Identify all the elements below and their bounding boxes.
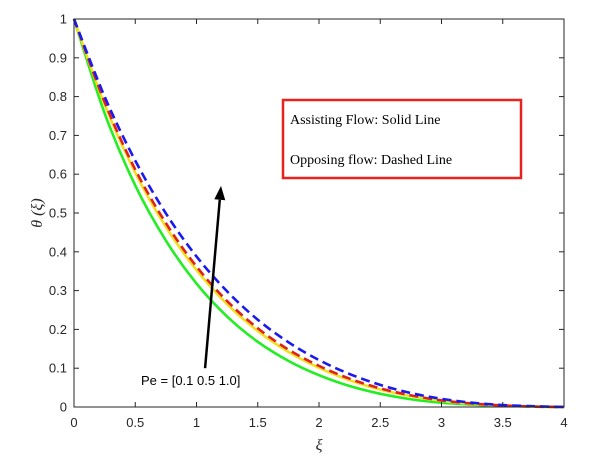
legend-box: Assisting Flow: Solid Line Opposing flow… bbox=[281, 98, 523, 180]
x-tick-label: 3 bbox=[438, 415, 445, 430]
legend-border bbox=[281, 98, 523, 180]
x-tick-label: 3.5 bbox=[494, 415, 512, 430]
y-tick-label: 0.1 bbox=[49, 361, 67, 376]
y-axis-title: θ (ξ) bbox=[29, 198, 46, 227]
pe-annotation: Pe = [0.1 0.5 1.0] bbox=[141, 185, 240, 388]
legend-line-opposing: Opposing flow: Dashed Line bbox=[290, 153, 452, 168]
x-tick-label: 2.5 bbox=[371, 415, 389, 430]
y-tick-labels: 0 0.1 0.2 0.3 0.4 0.5 0.6 0.7 0.8 0.9 1 bbox=[49, 12, 67, 415]
y-tick-label: 0.4 bbox=[49, 244, 67, 259]
x-tick-label: 0 bbox=[70, 415, 77, 430]
y-tick-label: 0.5 bbox=[49, 206, 67, 221]
y-tick-label: 0.9 bbox=[49, 50, 67, 65]
y-tick-label: 0.7 bbox=[49, 128, 67, 143]
series-line-4 bbox=[72, 18, 565, 409]
y-tick-label: 0 bbox=[60, 400, 67, 415]
y-tick-label: 0.2 bbox=[49, 322, 67, 337]
plot-area bbox=[74, 19, 564, 407]
x-tick-label: 2 bbox=[315, 415, 322, 430]
y-tick-label: 0.8 bbox=[49, 89, 67, 104]
y-tick-label: 1 bbox=[60, 12, 67, 27]
x-tick-label: 4 bbox=[560, 415, 567, 430]
y-tick-label: 0.6 bbox=[49, 167, 67, 182]
x-tick-label: 1.5 bbox=[249, 415, 267, 430]
x-tick-label: 1 bbox=[193, 415, 200, 430]
annotation-arrowhead bbox=[214, 185, 226, 201]
x-axis-title: ξ bbox=[316, 437, 323, 454]
legend-line-assisting: Assisting Flow: Solid Line bbox=[290, 113, 441, 128]
y-tick-label: 0.3 bbox=[49, 283, 67, 298]
axes-layer bbox=[73, 18, 565, 408]
annotation-arrow bbox=[203, 199, 222, 369]
x-tick-labels: 0 0.5 1 1.5 2 2.5 3 3.5 4 bbox=[70, 415, 567, 430]
x-tick-label: 0.5 bbox=[126, 415, 144, 430]
annotation-label: Pe = [0.1 0.5 1.0] bbox=[141, 373, 240, 388]
series-layer bbox=[72, 18, 565, 409]
